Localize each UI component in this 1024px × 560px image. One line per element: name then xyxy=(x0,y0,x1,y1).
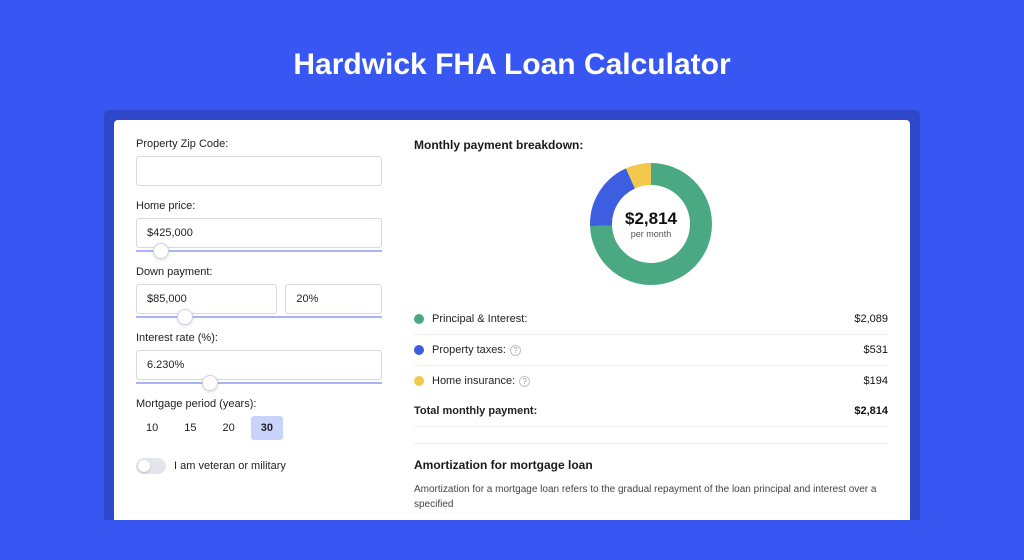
period-option-30[interactable]: 30 xyxy=(251,416,283,440)
amortization-section: Amortization for mortgage loan Amortizat… xyxy=(414,443,888,512)
breakdown-line-label: Home insurance:? xyxy=(432,375,864,387)
zip-label: Property Zip Code: xyxy=(136,138,382,150)
home-price-field: Home price: xyxy=(136,200,382,252)
interest-slider[interactable] xyxy=(136,382,382,384)
period-field: Mortgage period (years): 1015 2030 xyxy=(136,398,382,440)
breakdown-title: Monthly payment breakdown: xyxy=(414,138,888,152)
zip-field: Property Zip Code: xyxy=(136,138,382,186)
home-price-input[interactable] xyxy=(136,218,382,248)
page-title: Hardwick FHA Loan Calculator xyxy=(0,48,1024,82)
donut-wrap: $2,814 per month xyxy=(414,162,888,286)
donut-center: $2,814 per month xyxy=(589,162,713,286)
legend-dot xyxy=(414,376,424,386)
interest-field: Interest rate (%): xyxy=(136,332,382,384)
info-icon[interactable]: ? xyxy=(510,345,521,356)
breakdown-panel: Monthly payment breakdown: $2,814 per mo… xyxy=(404,120,910,520)
down-payment-label: Down payment: xyxy=(136,266,382,278)
breakdown-line-label: Principal & Interest: xyxy=(432,313,854,325)
interest-slider-thumb[interactable] xyxy=(202,375,218,391)
veteran-toggle[interactable] xyxy=(136,458,166,474)
breakdown-line: Principal & Interest:$2,089 xyxy=(414,304,888,335)
total-label: Total monthly payment: xyxy=(414,405,854,417)
donut-sub: per month xyxy=(631,229,672,239)
amortization-text: Amortization for a mortgage loan refers … xyxy=(414,482,888,512)
breakdown-line: Home insurance:?$194 xyxy=(414,366,888,396)
period-option-15[interactable]: 15 xyxy=(174,416,206,440)
breakdown-line-value: $531 xyxy=(864,344,888,356)
down-payment-slider[interactable] xyxy=(136,316,382,318)
amortization-title: Amortization for mortgage loan xyxy=(414,458,888,472)
veteran-row: I am veteran or military xyxy=(136,458,382,474)
donut-chart: $2,814 per month xyxy=(589,162,713,286)
legend-dot xyxy=(414,314,424,324)
breakdown-line-value: $2,089 xyxy=(854,313,888,325)
donut-amount: $2,814 xyxy=(625,209,677,229)
down-payment-field: Down payment: xyxy=(136,266,382,318)
home-price-label: Home price: xyxy=(136,200,382,212)
period-label: Mortgage period (years): xyxy=(136,398,382,410)
home-price-slider-thumb[interactable] xyxy=(153,243,169,259)
down-payment-slider-thumb[interactable] xyxy=(177,309,193,325)
legend-dot xyxy=(414,345,424,355)
total-line: Total monthly payment: $2,814 xyxy=(414,396,888,427)
breakdown-line-value: $194 xyxy=(864,375,888,387)
breakdown-line-label: Property taxes:? xyxy=(432,344,864,356)
breakdown-line: Property taxes:?$531 xyxy=(414,335,888,366)
zip-input[interactable] xyxy=(136,156,382,186)
info-icon[interactable]: ? xyxy=(519,376,530,387)
period-options: 1015 2030 xyxy=(136,416,382,440)
period-option-20[interactable]: 20 xyxy=(213,416,245,440)
calculator-card: Property Zip Code: Home price: Down paym… xyxy=(114,120,910,520)
breakdown-lines: Principal & Interest:$2,089Property taxe… xyxy=(414,304,888,396)
card-shadow: Property Zip Code: Home price: Down paym… xyxy=(104,110,920,520)
period-option-10[interactable]: 10 xyxy=(136,416,168,440)
veteran-toggle-knob xyxy=(138,460,150,472)
down-payment-percent-input[interactable] xyxy=(285,284,382,314)
down-payment-amount-input[interactable] xyxy=(136,284,277,314)
interest-label: Interest rate (%): xyxy=(136,332,382,344)
form-panel: Property Zip Code: Home price: Down paym… xyxy=(114,120,404,520)
home-price-slider[interactable] xyxy=(136,250,382,252)
total-value: $2,814 xyxy=(854,405,888,417)
interest-input[interactable] xyxy=(136,350,382,380)
veteran-label: I am veteran or military xyxy=(174,460,286,472)
